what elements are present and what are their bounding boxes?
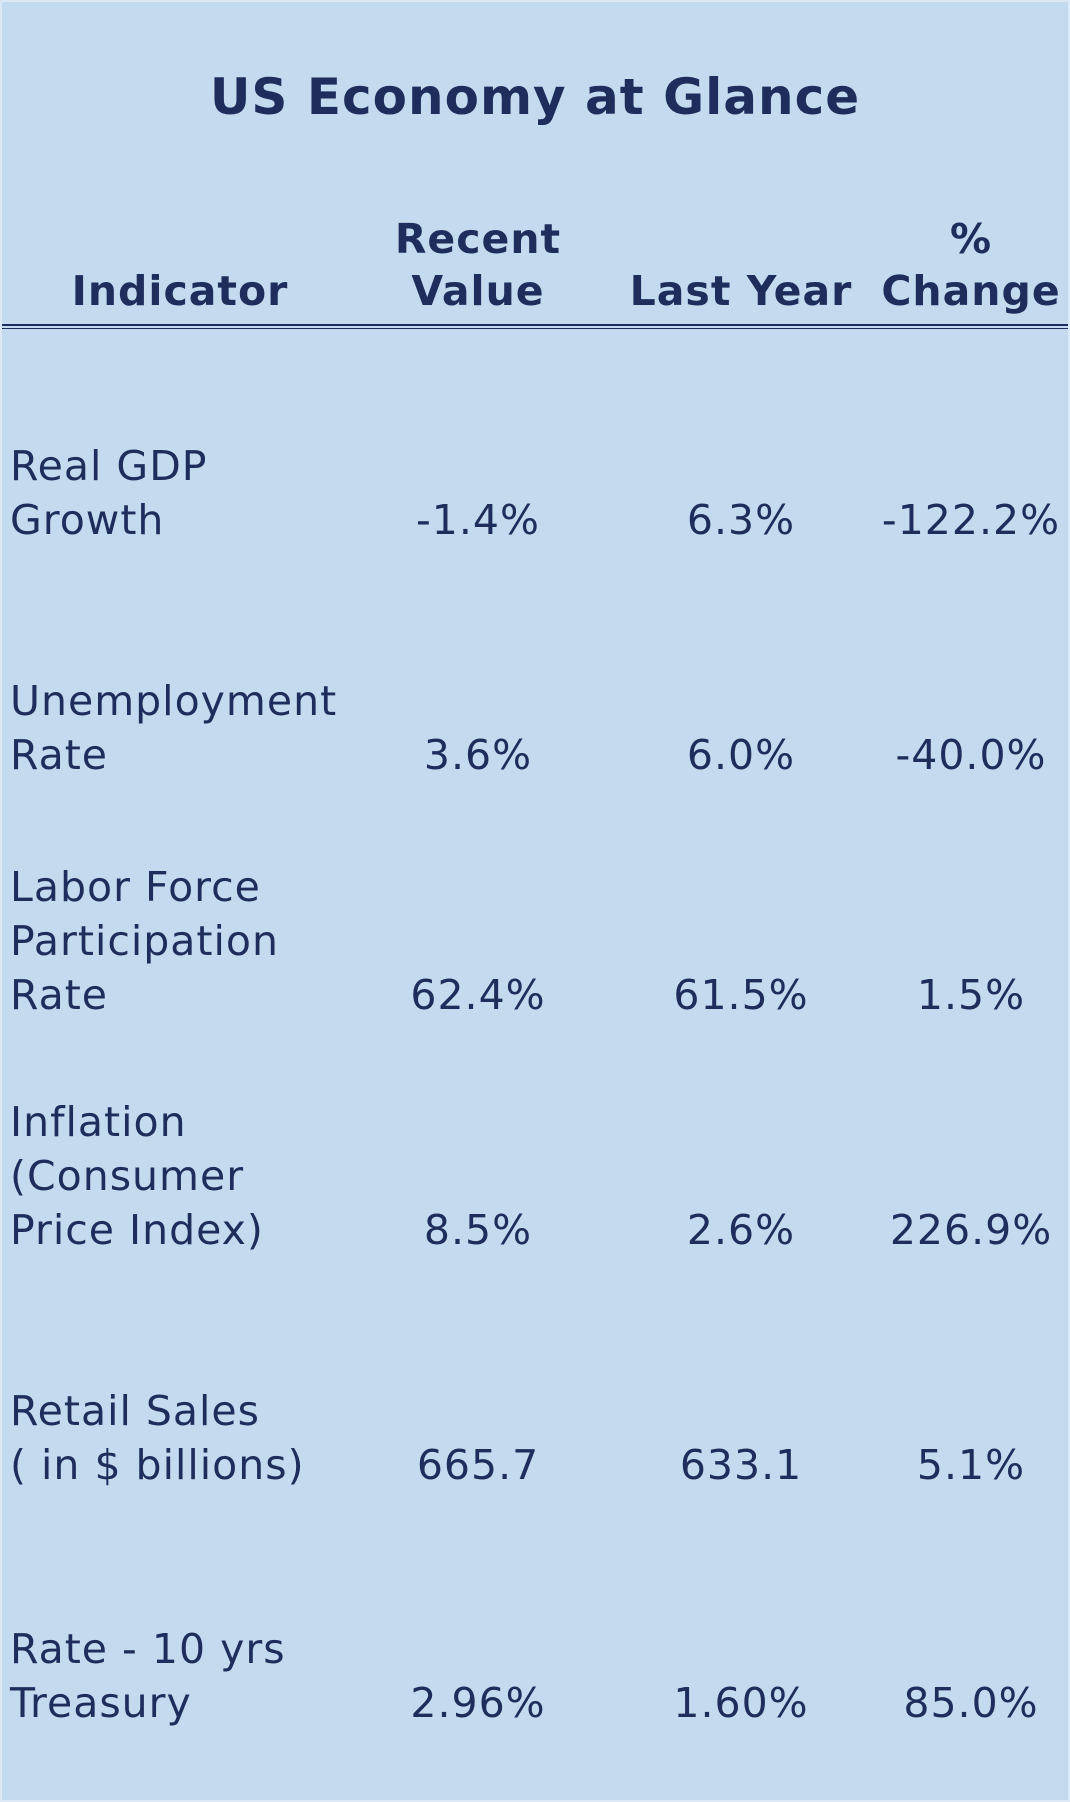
header-rule bbox=[2, 324, 1068, 329]
value-cell: -40.0% bbox=[895, 731, 1047, 779]
table-row: Retail Sales ( in $ billions) 665.7 633.1 5… bbox=[10, 1257, 1066, 1492]
indicator-cell: Unemployment Rate bbox=[10, 677, 338, 779]
value-cell: 2.96% bbox=[410, 1679, 546, 1727]
value-cell: 85.0% bbox=[903, 1679, 1039, 1727]
indicator-cell: Retail Sales ( in $ billions) bbox=[10, 1387, 305, 1489]
table-header: Indicator Recent Value Last Year % Change bbox=[10, 202, 1066, 317]
table-row: Real GDP Growth -1.4% 6.3% -122.2% bbox=[10, 332, 1066, 547]
indicator-cell: Real GDP Growth bbox=[10, 442, 208, 544]
value-cell: 5.1% bbox=[916, 1441, 1026, 1489]
indicator-cell: Inflation (Consumer Price Index) bbox=[10, 1098, 264, 1254]
table-row: Unemployment Rate 3.6% 6.0% -40.0% bbox=[10, 547, 1066, 782]
value-cell: 1.5% bbox=[916, 971, 1026, 1019]
value-cell: 62.4% bbox=[410, 971, 546, 1019]
value-cell: 1.60% bbox=[673, 1679, 809, 1727]
value-cell: 3.6% bbox=[423, 731, 533, 779]
value-cell: 61.5% bbox=[673, 971, 809, 1019]
table-row: Rate - 10 yrs Treasury 2.96% 1.60% 85.0% bbox=[10, 1492, 1066, 1730]
table-row: Labor Force Participation Rate 62.4% 61.5%… bbox=[10, 782, 1066, 1022]
value-cell: 665.7 bbox=[416, 1441, 540, 1489]
value-cell: 6.3% bbox=[686, 496, 796, 544]
value-cell: -1.4% bbox=[416, 496, 540, 544]
value-cell: 633.1 bbox=[679, 1441, 803, 1489]
table-body: Real GDP Growth -1.4% 6.3% -122.2% Unemploym… bbox=[10, 332, 1066, 1730]
title: US Economy at Glance bbox=[209, 68, 861, 126]
value-cell: -122.2% bbox=[881, 496, 1061, 544]
value-cell: 2.6% bbox=[686, 1206, 796, 1254]
indicator-cell: Labor Force Participation Rate bbox=[10, 863, 279, 1019]
header-cell: Last Year bbox=[629, 267, 853, 315]
value-cell: 226.9% bbox=[889, 1206, 1053, 1254]
value-cell: 6.0% bbox=[686, 731, 796, 779]
header-cell: % Change bbox=[881, 215, 1061, 315]
header-cell: Indicator bbox=[71, 267, 289, 315]
indicator-cell: Rate - 10 yrs Treasury bbox=[10, 1625, 286, 1727]
value-cell: 8.5% bbox=[423, 1206, 533, 1254]
header-cell: Recent Value bbox=[394, 215, 562, 315]
table-row: Inflation (Consumer Price Index) 8.5% 2.6%… bbox=[10, 1022, 1066, 1257]
